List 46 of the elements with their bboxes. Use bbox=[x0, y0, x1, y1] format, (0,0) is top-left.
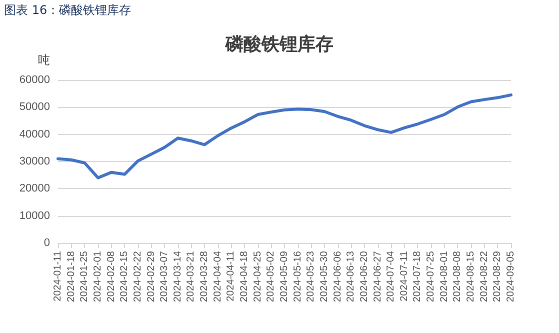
x-tick-label: 2024-02-08 bbox=[106, 250, 117, 302]
x-tick-label: 2024-04-25 bbox=[252, 250, 264, 302]
x-tick-label: 2024-02-29 bbox=[146, 250, 157, 302]
y-tick-label: 30000 bbox=[19, 156, 50, 168]
line-series bbox=[56, 93, 512, 180]
x-tick-label: 2024-02-01 bbox=[92, 250, 104, 302]
x-tick-label: 2024-07-11 bbox=[398, 250, 410, 302]
x-tick-label: 2024-05-23 bbox=[306, 250, 317, 302]
x-tick-label: 2024-05-02 bbox=[266, 250, 277, 302]
x-tick-label: 2024-04-18 bbox=[239, 250, 250, 302]
x-tick-label: 2024-08-08 bbox=[452, 250, 464, 302]
x-tick-label: 2024-05-09 bbox=[279, 250, 290, 302]
x-tick-label: 2024-06-06 bbox=[332, 250, 344, 302]
y-tick-label: 50000 bbox=[19, 101, 50, 114]
x-tick-label: 2024-08-01 bbox=[438, 250, 450, 302]
x-tick-label: 2024-03-14 bbox=[172, 250, 184, 302]
x-tick-label: 2024-03-07 bbox=[159, 250, 170, 302]
x-tick-label: 2024-06-20 bbox=[358, 250, 370, 302]
x-tick-label: 2024-01-18 bbox=[66, 250, 77, 302]
y-tick-label: 10000 bbox=[19, 210, 50, 222]
y-axis-title: 吨 bbox=[38, 53, 50, 67]
y-tick-label: 20000 bbox=[19, 182, 50, 195]
x-tick-label: 2024-02-15 bbox=[119, 250, 130, 302]
x-tick-label: 2024-04-04 bbox=[212, 250, 224, 302]
x-tick-label: 2024-09-05 bbox=[506, 250, 516, 302]
x-tick-label: 2024-06-27 bbox=[372, 250, 384, 302]
x-tick-label: 2024-08-22 bbox=[478, 250, 490, 302]
y-tick-label: 0 bbox=[44, 237, 50, 249]
x-tick-label: 2024-05-16 bbox=[292, 250, 304, 302]
x-tick-label: 2024-07-18 bbox=[412, 250, 424, 302]
x-tick-label: 2024-07-25 bbox=[426, 250, 437, 302]
x-tick-label: 2024-04-11 bbox=[226, 250, 237, 302]
x-tick-label: 2024-02-22 bbox=[132, 250, 144, 302]
chart-title: 磷酸铁锂库存 bbox=[224, 34, 334, 54]
x-tick-label: 2024-08-15 bbox=[466, 250, 477, 302]
x-tick-label: 2024-01-25 bbox=[79, 250, 90, 302]
chart-subtitle: 图表 16：磷酸铁锂库存 bbox=[4, 2, 132, 19]
x-tick-label: 2024-01-11 bbox=[52, 250, 64, 302]
y-tick-label: 40000 bbox=[19, 128, 50, 140]
y-tick-label: 60000 bbox=[19, 74, 50, 86]
x-tick-label: 2024-06-13 bbox=[346, 250, 357, 302]
x-tick-label: 2024-07-04 bbox=[386, 250, 397, 302]
x-tick-label: 2024-08-29 bbox=[492, 250, 504, 302]
x-tick-label: 2024-05-30 bbox=[318, 250, 330, 302]
x-tick-label: 2024-03-28 bbox=[199, 250, 210, 302]
x-tick-label: 2024-03-21 bbox=[186, 250, 197, 302]
